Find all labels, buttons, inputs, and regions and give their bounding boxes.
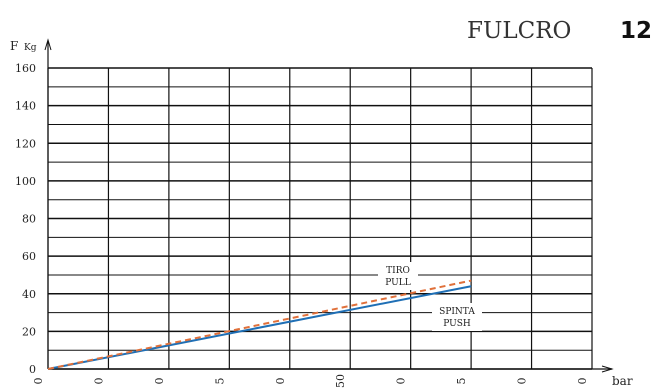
x-axis-label: bar (612, 374, 633, 388)
x-tick-label: 0 (92, 378, 105, 385)
y-tick-label: 0 (29, 363, 36, 376)
x-tick-label: 0 (395, 378, 408, 385)
annotation-label: TIRO (386, 266, 410, 276)
annotation-label: SPINTA (439, 307, 475, 317)
y-tick-label: 40 (22, 288, 36, 301)
annotation-box (378, 262, 418, 290)
annotation-sublabel: PULL (385, 278, 410, 288)
annotation-box (432, 303, 482, 331)
y-tick-label: 60 (22, 250, 36, 263)
annotation-sublabel: PUSH (443, 319, 471, 329)
header-number: 12 (620, 18, 652, 44)
x-tick-label: 0 (516, 378, 529, 385)
axes (44, 38, 614, 373)
x-tick-label: 5 (213, 378, 226, 385)
y-tick-label: 120 (15, 137, 36, 150)
x-tick-label: 0 (576, 378, 589, 385)
y-tick-label: 140 (15, 100, 36, 113)
x-tick-label: 0 (153, 378, 166, 385)
grid (47, 67, 593, 370)
header-title: FULCRO (467, 18, 571, 44)
y-axis-unit: Kg (24, 43, 37, 53)
y-axis-arrow (44, 38, 52, 51)
series-lines (47, 279, 472, 370)
x-axis-arrow (601, 365, 614, 373)
x-tick-label: 5 (455, 378, 468, 385)
y-tick-label: 100 (15, 175, 36, 188)
series-line (47, 279, 472, 370)
y-axis-label: F (10, 39, 18, 53)
y-tick-label: 160 (15, 62, 36, 75)
y-tick-label: 20 (22, 325, 36, 338)
x-tick-label: 0 (32, 378, 45, 385)
x-tick-label: 0 (274, 378, 287, 385)
x-tick-label: 50 (334, 374, 347, 388)
annotations: TIRO PULL SPINTA PUSH (378, 262, 482, 331)
y-tick-label: 80 (22, 213, 36, 226)
